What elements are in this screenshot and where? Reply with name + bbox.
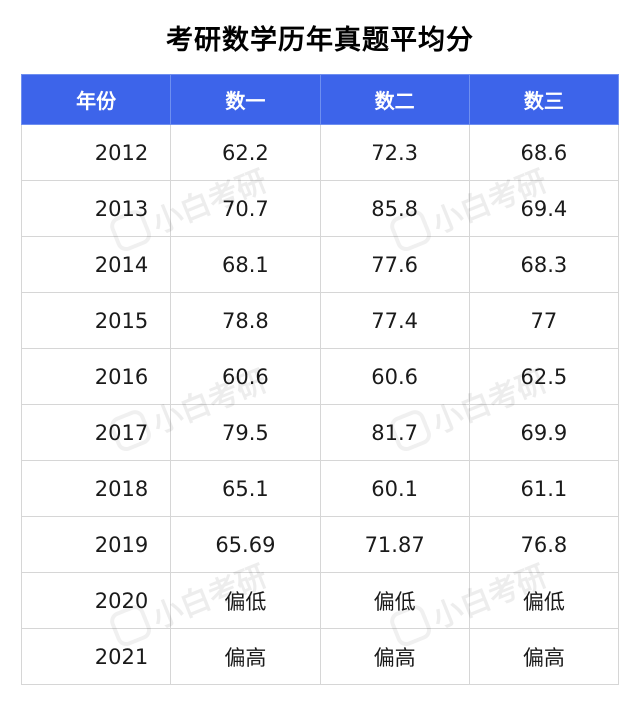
table-row: 2017 79.5 81.7 69.9 [20, 404, 620, 461]
math1-cell: 偏低 [170, 572, 321, 629]
table-row: 2015 78.8 77.4 77 [20, 292, 620, 349]
header-cell-math1: 数一 [170, 74, 321, 125]
table-row: 2021 偏高 偏高 偏高 [20, 628, 620, 685]
math2-cell: 77.6 [319, 236, 470, 293]
table-row: 2014 68.1 77.6 68.3 [20, 236, 620, 293]
scores-table: 年份 数一 数二 数三 2012 62.2 72.3 68.6 2013 70.… [20, 74, 620, 685]
math1-cell: 70.7 [170, 180, 321, 237]
math1-cell: 65.69 [170, 516, 321, 573]
math1-cell: 60.6 [170, 348, 321, 405]
header-cell-year: 年份 [20, 74, 172, 125]
math1-cell: 62.2 [170, 124, 321, 181]
math2-cell: 81.7 [319, 404, 470, 461]
table-row: 2012 62.2 72.3 68.6 [20, 124, 620, 181]
year-cell: 2019 [20, 516, 172, 573]
math3-cell: 68.3 [468, 236, 620, 293]
math3-cell: 偏高 [468, 628, 620, 685]
math3-cell: 61.1 [468, 460, 620, 517]
table-header-row: 年份 数一 数二 数三 [20, 74, 620, 125]
year-cell: 2012 [20, 124, 172, 181]
math1-cell: 78.8 [170, 292, 321, 349]
year-cell: 2021 [20, 628, 172, 685]
year-cell: 2016 [20, 348, 172, 405]
year-cell: 2020 [20, 572, 172, 629]
math3-cell: 69.9 [468, 404, 620, 461]
year-cell: 2015 [20, 292, 172, 349]
math2-cell: 60.6 [319, 348, 470, 405]
math1-cell: 68.1 [170, 236, 321, 293]
header-cell-math2: 数二 [319, 74, 470, 125]
math3-cell: 68.6 [468, 124, 620, 181]
table-row: 2020 偏低 偏低 偏低 [20, 572, 620, 629]
math2-cell: 偏低 [319, 572, 470, 629]
math2-cell: 71.87 [319, 516, 470, 573]
math2-cell: 偏高 [319, 628, 470, 685]
math2-cell: 85.8 [319, 180, 470, 237]
table-row: 2013 70.7 85.8 69.4 [20, 180, 620, 237]
math2-cell: 77.4 [319, 292, 470, 349]
year-cell: 2014 [20, 236, 172, 293]
math1-cell: 65.1 [170, 460, 321, 517]
math3-cell: 偏低 [468, 572, 620, 629]
math3-cell: 69.4 [468, 180, 620, 237]
year-cell: 2018 [20, 460, 172, 517]
math3-cell: 77 [468, 292, 620, 349]
page-title: 考研数学历年真题平均分 [166, 25, 474, 56]
table-row: 2016 60.6 60.6 62.5 [20, 348, 620, 405]
table-row: 2019 65.69 71.87 76.8 [20, 516, 620, 573]
year-cell: 2013 [20, 180, 172, 237]
header-cell-math3: 数三 [468, 74, 620, 125]
math2-cell: 60.1 [319, 460, 470, 517]
math1-cell: 偏高 [170, 628, 321, 685]
math1-cell: 79.5 [170, 404, 321, 461]
year-cell: 2017 [20, 404, 172, 461]
table-row: 2018 65.1 60.1 61.1 [20, 460, 620, 517]
math3-cell: 62.5 [468, 348, 620, 405]
math3-cell: 76.8 [468, 516, 620, 573]
math2-cell: 72.3 [319, 124, 470, 181]
